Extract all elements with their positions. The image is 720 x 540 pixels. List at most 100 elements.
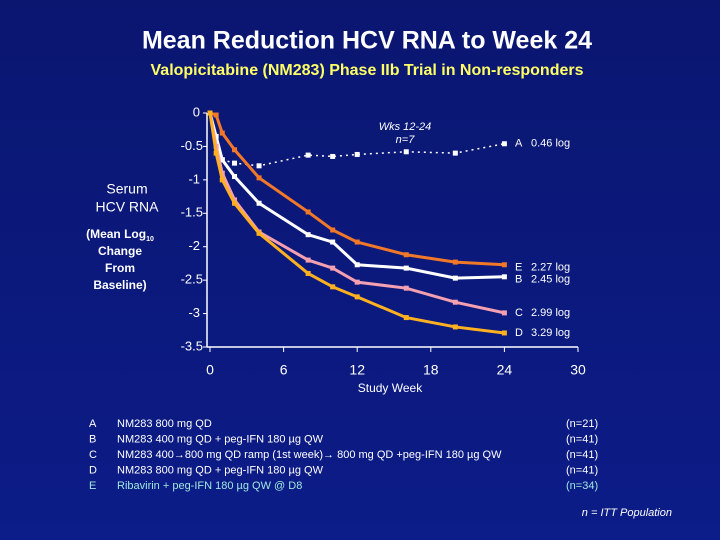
series-marker — [330, 284, 336, 290]
y-tick-label: -2.5 — [181, 272, 203, 287]
series-marker — [305, 257, 311, 263]
series-marker — [219, 177, 225, 183]
y-label-note: Baseline) — [93, 278, 146, 292]
series-marker — [501, 330, 507, 336]
series-marker — [305, 209, 311, 215]
series-marker — [354, 279, 360, 285]
y-tick-label: -3 — [188, 305, 200, 320]
series-marker — [207, 110, 213, 116]
x-label: Study Week — [358, 381, 423, 395]
series-marker — [452, 150, 458, 156]
x-tick-label: 30 — [570, 362, 586, 378]
legend-n: (n=41) — [566, 433, 598, 445]
x-tick-label: 24 — [497, 362, 513, 378]
series-marker — [403, 285, 409, 291]
series-marker — [501, 310, 507, 316]
legend-desc: NM283 400→800 mg QD ramp (1st week)→ 800… — [117, 449, 502, 461]
legend-n: (n=21) — [566, 418, 598, 430]
legend-desc: NM283 800 mg QD — [117, 418, 212, 430]
y-tick-label: -2 — [188, 238, 200, 253]
series-marker — [213, 112, 219, 118]
legend-n: (n=41) — [566, 464, 598, 476]
end-label: 3.29 log — [531, 327, 570, 339]
series-marker — [330, 265, 336, 271]
x-tick-label: 0 — [206, 362, 214, 378]
series-marker — [219, 157, 225, 163]
y-tick-label: -3.5 — [181, 338, 203, 353]
series-marker — [501, 141, 507, 147]
series-marker — [403, 315, 409, 321]
y-label-note: From — [105, 261, 135, 275]
series-marker — [219, 130, 225, 136]
series-marker — [452, 259, 458, 265]
end-label-name: C — [515, 307, 523, 319]
legend-desc: Ribavirin + peg-IFN 180 µg QW @ D8 — [117, 480, 302, 492]
legend-n: (n=34) — [566, 480, 598, 492]
series-marker — [354, 262, 360, 268]
footnote: n = ITT Population — [582, 507, 672, 519]
y-tick-label: -1.5 — [181, 205, 203, 220]
series-marker — [305, 270, 311, 276]
legend-letter: E — [89, 480, 96, 492]
series-marker — [232, 147, 238, 153]
y-tick-label: -0.5 — [181, 138, 203, 153]
legend-letter: B — [89, 433, 96, 445]
series-marker — [452, 324, 458, 330]
series-marker — [501, 262, 507, 268]
series-marker — [403, 265, 409, 271]
legend-letter: D — [89, 464, 97, 476]
series-marker — [330, 153, 336, 159]
series-marker — [403, 252, 409, 258]
series-marker — [232, 160, 238, 166]
title: Mean Reduction HCV RNA to Week 24 — [142, 27, 592, 55]
series-marker — [330, 227, 336, 233]
end-label: 0.46 log — [531, 138, 570, 150]
series-marker — [213, 133, 219, 139]
legend-letter: C — [89, 449, 97, 461]
y-label-note: (Mean Log10 — [86, 227, 154, 243]
y-label: HCV RNA — [95, 199, 159, 215]
series-marker — [232, 174, 238, 180]
y-label: Serum — [106, 181, 147, 197]
annotation: n=7 — [396, 134, 416, 146]
legend-n: (n=41) — [566, 449, 598, 461]
legend-desc: NM283 400 mg QD + peg-IFN 180 µg QW — [117, 433, 324, 445]
series-marker — [403, 149, 409, 155]
subtitle: Valopicitabine (NM283) Phase IIb Trial i… — [151, 62, 584, 79]
series-marker — [501, 274, 507, 280]
legend-letter: A — [89, 418, 97, 430]
x-tick-label: 12 — [349, 362, 365, 378]
series-marker — [232, 200, 238, 206]
y-label-note-part: (Mean Log — [86, 227, 146, 241]
series-marker — [213, 150, 219, 156]
series-marker — [305, 232, 311, 238]
end-label-name: A — [515, 138, 523, 150]
y-tick-label: -1 — [188, 171, 200, 186]
series-marker — [305, 152, 311, 158]
series-marker — [256, 230, 262, 236]
series-marker — [256, 200, 262, 206]
y-label-note-sub: 10 — [146, 236, 154, 243]
series-marker — [256, 163, 262, 169]
y-label-note: Change — [98, 244, 142, 258]
series-marker — [256, 175, 262, 181]
series-marker — [232, 197, 238, 203]
end-label-name: D — [515, 327, 523, 339]
end-label-name: B — [515, 274, 522, 286]
series-marker — [354, 239, 360, 245]
series-marker — [330, 239, 336, 245]
end-label-name: E — [515, 262, 522, 274]
x-tick-label: 6 — [280, 362, 288, 378]
series-marker — [354, 294, 360, 300]
x-tick-label: 18 — [423, 362, 439, 378]
end-label: 2.27 log — [531, 262, 570, 274]
legend-desc: NM283 800 mg QD + peg-IFN 180 µg QW — [117, 464, 324, 476]
series-marker — [452, 275, 458, 281]
end-label: 2.45 log — [531, 274, 570, 286]
y-tick-label: 0 — [193, 104, 200, 119]
annotation: Wks 12-24 — [379, 121, 432, 133]
end-label: 2.99 log — [531, 307, 570, 319]
series-marker — [452, 299, 458, 305]
